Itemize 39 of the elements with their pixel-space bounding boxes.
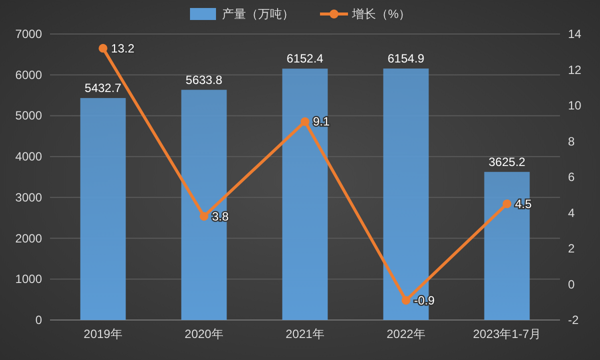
y2-tick-label: 10 (568, 98, 582, 112)
x-tick-label: 2023年1-7月 (472, 327, 542, 341)
legend-label: 增长（%） (351, 7, 411, 21)
point (502, 199, 512, 208)
x-tick-label: 2021年 (286, 327, 324, 341)
y-tick-label: 0 (35, 313, 42, 327)
data-label: 3625.2 (488, 154, 526, 169)
y-tick-label: 3000 (15, 190, 42, 204)
bar (80, 98, 126, 320)
y-tick-label: 1000 (15, 272, 42, 286)
data-label: 6154.9 (388, 52, 425, 66)
y2-tick-label: 6 (568, 170, 575, 184)
y-tick-label: 6000 (15, 68, 42, 82)
point (402, 296, 410, 305)
y2-tick-label: 12 (568, 62, 582, 77)
x-tick-label: 2019年 (84, 327, 122, 341)
y-tick-label: 7000 (15, 27, 42, 41)
data-label: 5633.8 (186, 72, 223, 87)
point (98, 44, 108, 53)
legend-label: 产量（万吨） (222, 7, 294, 21)
y-tick-label: 4000 (15, 150, 42, 164)
data-label: 13.2 (111, 41, 135, 56)
y-tick-label: 5000 (15, 108, 42, 123)
bar (282, 68, 328, 320)
x-tick-label: 2022年 (386, 327, 426, 341)
y2-tick-label: -2 (568, 313, 579, 327)
y2-tick-label: 2 (568, 242, 575, 256)
data-label: 6152.4 (286, 52, 324, 66)
y2-tick-label: 4 (568, 206, 575, 220)
y2-tick-label: 0 (568, 277, 575, 292)
bar (484, 172, 530, 320)
point (300, 117, 310, 126)
x-tick-label: 2020年 (184, 327, 224, 341)
data-label: 5432.7 (84, 81, 122, 96)
y2-tick-label: 14 (568, 27, 582, 41)
y-tick-label: 2000 (15, 231, 42, 246)
y2-tick-label: 8 (568, 134, 575, 148)
point (200, 212, 208, 221)
bar (181, 90, 227, 320)
